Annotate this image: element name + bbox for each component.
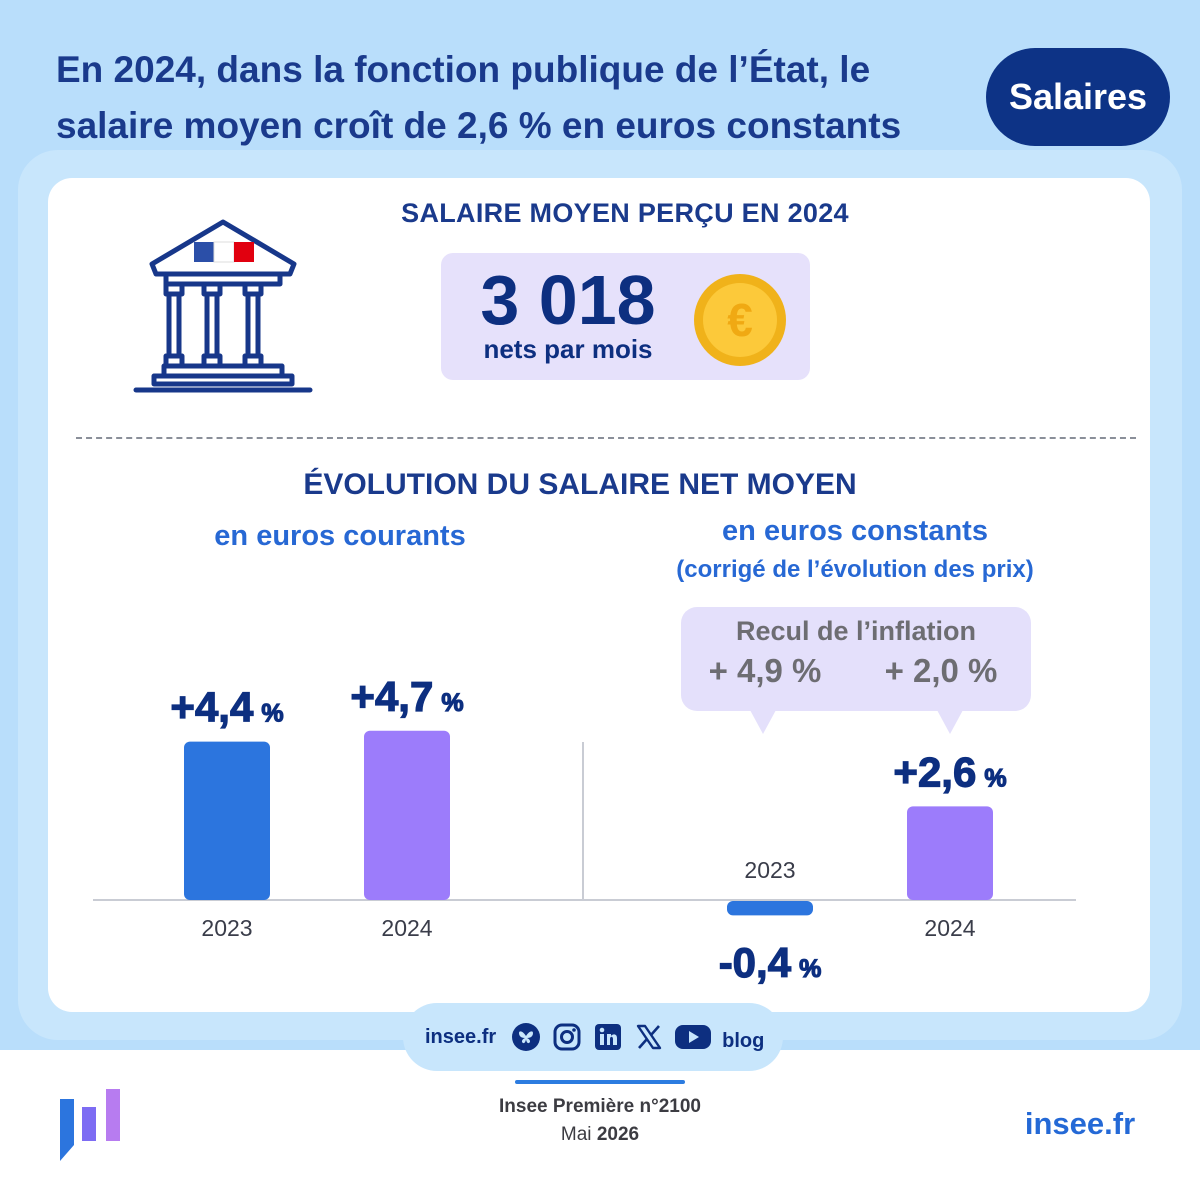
svg-text:€: € xyxy=(727,294,753,346)
government-building-icon xyxy=(133,219,313,393)
footer-accent-line xyxy=(515,1080,685,1084)
euro-coin-icon: € xyxy=(694,274,786,366)
linkedin-icon[interactable] xyxy=(592,1022,623,1053)
inflation-callout xyxy=(681,607,1031,711)
salary-title: SALAIRE MOYEN PERÇU EN 2024 xyxy=(401,198,849,228)
social-bar: insee.fr blog xyxy=(403,1003,783,1071)
bluesky-icon[interactable] xyxy=(510,1022,541,1053)
publication-reference: Insee Première n°2100 xyxy=(499,1096,701,1117)
social-site-link[interactable]: insee.fr xyxy=(425,1025,497,1048)
inflation-callout-title: Recul de l’inflation xyxy=(735,616,977,646)
instagram-icon[interactable] xyxy=(551,1022,582,1053)
topic-badge: Salaires xyxy=(986,48,1170,146)
constant-euros-note: (corrigé de l’évolution des prix) xyxy=(676,556,1034,583)
insee-logo-icon xyxy=(60,1089,120,1161)
footer-site-link[interactable]: insee.fr xyxy=(1024,1106,1136,1141)
salary-unit: nets par mois xyxy=(483,334,653,364)
youtube-icon[interactable] xyxy=(674,1022,712,1053)
section-divider xyxy=(76,437,1136,439)
publication-date: Mai 2026 xyxy=(560,1124,640,1145)
page-title: En 2024, dans la fonction publique de l’… xyxy=(56,42,976,154)
blog-icon[interactable]: blog xyxy=(722,1029,765,1052)
title-line-2: salaire moyen croît de 2,6 % en euros co… xyxy=(56,105,902,146)
constant-euros-subtitle: en euros constants xyxy=(722,515,988,547)
salary-value: 3 018 xyxy=(480,261,656,339)
x-icon[interactable] xyxy=(633,1022,664,1053)
callout-tail-2024 xyxy=(937,710,963,734)
current-euros-subtitle: en euros courants xyxy=(214,520,466,552)
inflation-2023: + 4,9 % xyxy=(708,652,822,689)
evolution-title: ÉVOLUTION DU SALAIRE NET MOYEN xyxy=(303,468,857,501)
title-line-1: En 2024, dans la fonction publique de l’… xyxy=(56,49,871,90)
inflation-2024: + 2,0 % xyxy=(884,652,998,689)
callout-tail-2023 xyxy=(750,710,776,734)
